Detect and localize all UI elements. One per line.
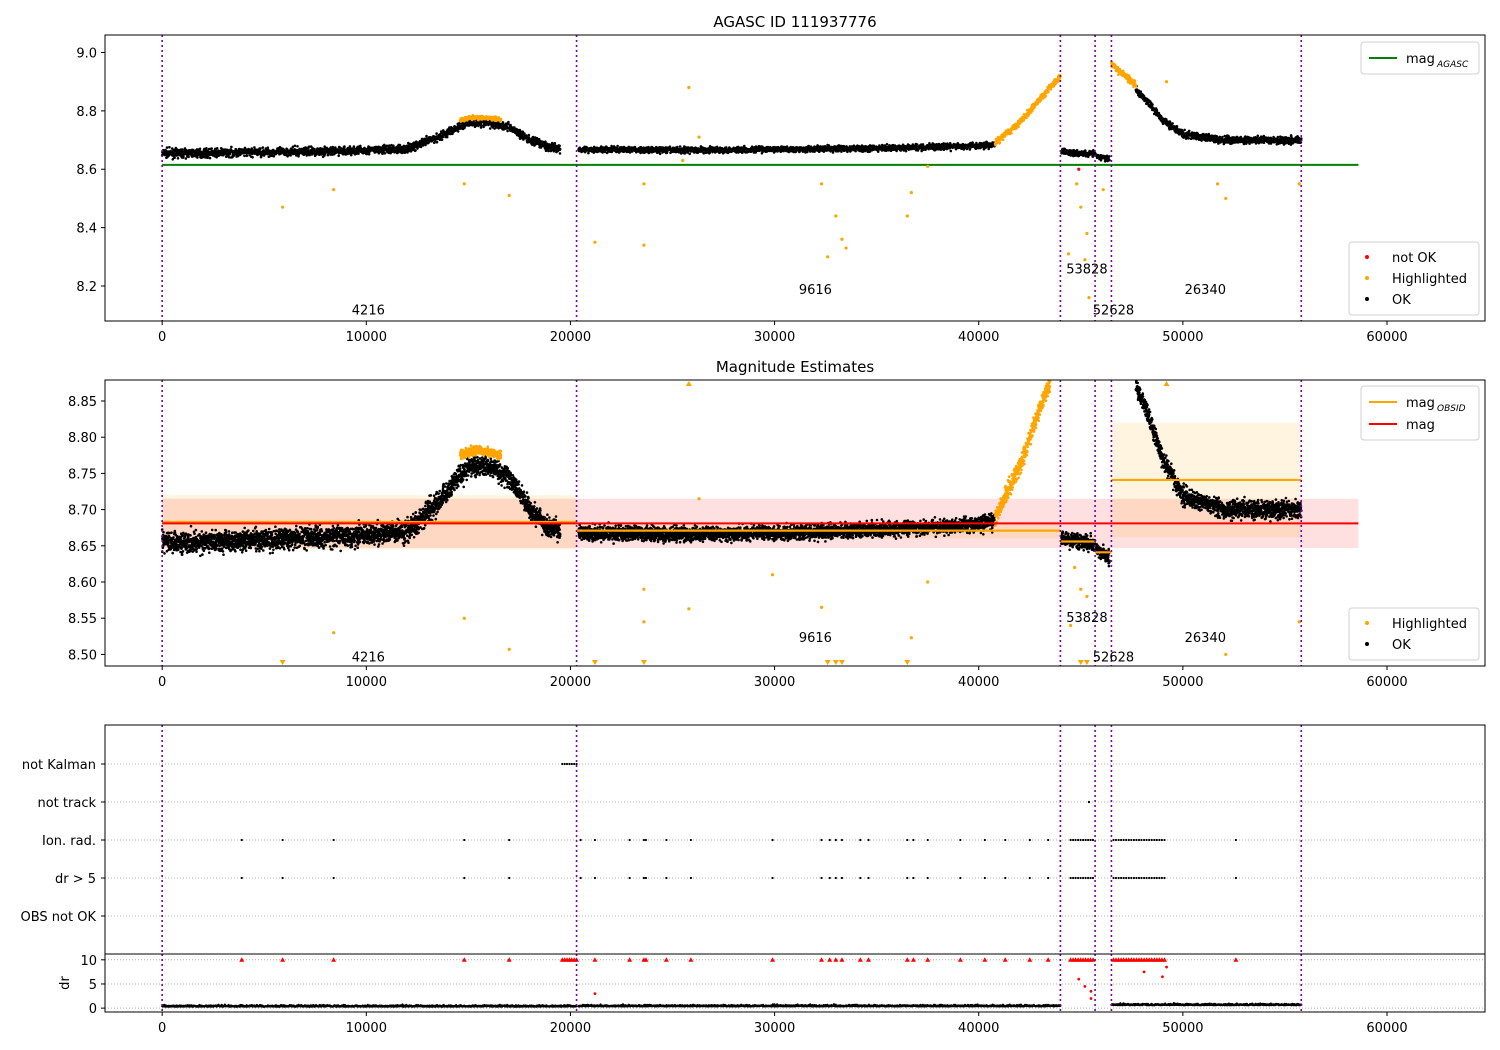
data-point-ok bbox=[165, 146, 169, 149]
data-point-ok bbox=[187, 155, 190, 159]
data-point-ok bbox=[326, 153, 330, 157]
data-point-ok bbox=[337, 154, 341, 158]
data-point-ok bbox=[876, 150, 880, 153]
data-point-ok bbox=[688, 152, 691, 156]
data-point-ok bbox=[547, 149, 550, 153]
data-point-ok bbox=[1187, 129, 1191, 133]
data-point-ok bbox=[1242, 142, 1246, 146]
data-point-ok bbox=[915, 143, 919, 146]
data-point-ok bbox=[1183, 128, 1186, 132]
data-point-ok bbox=[1161, 122, 1165, 125]
panel-title-agasc: AGASC ID 111937776 bbox=[713, 13, 876, 31]
data-point-ok bbox=[1139, 90, 1142, 93]
data-point-ok bbox=[245, 154, 249, 158]
data-point-ok bbox=[227, 156, 231, 159]
data-point-ok bbox=[198, 147, 202, 151]
panel-agasc: AGASC ID 111937776 421696165382852628263… bbox=[76, 13, 1486, 345]
data-point-ok bbox=[173, 156, 176, 159]
data-point-ok bbox=[1218, 135, 1222, 139]
data-point-ok bbox=[445, 135, 449, 139]
data-point-ok bbox=[296, 145, 299, 148]
data-point-ok bbox=[215, 147, 219, 150]
data-point-ok bbox=[210, 147, 213, 150]
data-point-ok bbox=[251, 156, 254, 159]
data-point-ok bbox=[1256, 134, 1260, 138]
data-point-ok bbox=[1223, 134, 1227, 138]
data-point-ok bbox=[416, 147, 419, 150]
data-point-ok bbox=[350, 153, 353, 157]
data-point-ok bbox=[230, 145, 233, 149]
data-point-ok bbox=[182, 155, 185, 158]
data-point-ok bbox=[176, 157, 180, 160]
data-point-ok bbox=[507, 120, 510, 124]
data-point-ok bbox=[785, 145, 789, 148]
data-point-ok bbox=[272, 154, 276, 158]
data-point-ok bbox=[658, 152, 662, 156]
data-point-ok bbox=[527, 133, 531, 137]
data-point-ok bbox=[627, 145, 631, 149]
data-point-ok bbox=[895, 149, 898, 153]
data-point-ok bbox=[1107, 155, 1111, 158]
data-point-ok bbox=[168, 145, 171, 149]
data-point-ok bbox=[259, 147, 262, 150]
data-point-ok bbox=[1151, 103, 1154, 106]
data-point-ok bbox=[482, 125, 485, 129]
data-point-ok bbox=[678, 145, 682, 148]
data-point-ok bbox=[289, 154, 292, 157]
data-point-ok bbox=[921, 143, 925, 146]
data-point-ok bbox=[553, 141, 557, 145]
data-point-ok bbox=[558, 152, 562, 155]
data-point-ok bbox=[367, 152, 371, 156]
data-point-ok bbox=[1175, 125, 1179, 128]
data-point-ok bbox=[414, 149, 417, 152]
data-point-ok bbox=[171, 158, 175, 161]
data-point-ok bbox=[537, 137, 541, 141]
data-point-ok bbox=[558, 144, 561, 148]
data-point-ok bbox=[435, 132, 438, 135]
data-point-ok bbox=[261, 146, 265, 149]
data-point-ok bbox=[377, 151, 381, 155]
data-point-ok bbox=[1108, 158, 1111, 162]
data-point-ok bbox=[343, 145, 346, 148]
data-point-ok bbox=[743, 144, 746, 148]
data-point-ok bbox=[1187, 136, 1190, 140]
data-point-ok bbox=[513, 126, 516, 129]
data-point-ok bbox=[616, 144, 619, 148]
data-point-ok bbox=[425, 134, 428, 138]
data-point-ok bbox=[479, 124, 483, 127]
data-point-ok bbox=[243, 154, 246, 158]
data-point-ok bbox=[488, 127, 492, 130]
data-point-ok bbox=[293, 144, 297, 148]
data-point-ok bbox=[184, 157, 188, 160]
data-point-ok bbox=[196, 156, 199, 159]
data-point-ok bbox=[456, 130, 460, 133]
data-point-ok bbox=[949, 149, 953, 153]
data-point-ok bbox=[702, 152, 705, 155]
data-point-ok bbox=[208, 156, 212, 160]
data-point-ok bbox=[506, 129, 509, 133]
data-point-ok bbox=[357, 152, 360, 155]
data-point-ok bbox=[385, 144, 389, 148]
data-point-ok bbox=[1221, 135, 1224, 139]
data-point-ok bbox=[435, 140, 439, 144]
data-point-ok bbox=[1171, 122, 1174, 125]
data-point-ok bbox=[904, 149, 908, 153]
data-point-ok bbox=[383, 152, 387, 155]
data-point-ok bbox=[827, 144, 831, 147]
data-point-ok bbox=[558, 147, 562, 151]
data-point-ok bbox=[440, 138, 444, 141]
data-point-ok bbox=[885, 143, 889, 146]
data-point-ok bbox=[1155, 108, 1159, 112]
data-point-ok bbox=[215, 155, 218, 159]
data-point-ok bbox=[181, 148, 184, 151]
data-point-ok bbox=[206, 156, 209, 159]
